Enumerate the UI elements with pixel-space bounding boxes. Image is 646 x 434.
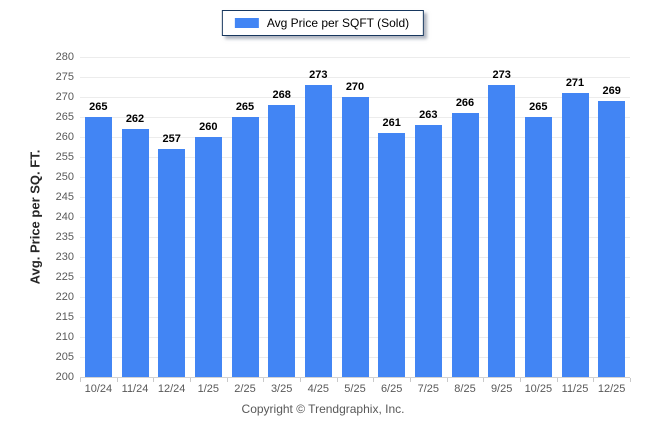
bar: [231, 117, 259, 377]
y-tick-label: 220: [55, 291, 74, 303]
y-tick-label: 210: [55, 331, 74, 343]
bar: [341, 97, 369, 377]
bar: [304, 85, 332, 377]
y-tick-label: 245: [55, 191, 74, 203]
bar: [378, 133, 406, 377]
x-tick-label: 7/25: [417, 383, 440, 395]
x-tick-label: 3/25: [270, 383, 293, 395]
x-tick-label: 1/25: [197, 383, 220, 395]
y-tick-label: 260: [55, 131, 74, 143]
bar: [194, 137, 222, 377]
y-tick-label: 225: [55, 271, 74, 283]
x-tick-label: 10/25: [524, 383, 553, 395]
y-tick-label: 250: [55, 171, 74, 183]
bar: [524, 117, 552, 377]
copyright-text: Copyright © Trendgraphix, Inc.: [241, 402, 405, 416]
axis-tick: [116, 378, 118, 382]
bar-value-label: 262: [125, 113, 145, 125]
x-tick-label: 11/24: [121, 383, 149, 395]
y-tick-label: 205: [55, 351, 74, 363]
bar-value-label: 265: [89, 101, 108, 113]
bar-value-label: 260: [199, 121, 218, 133]
axis-tick: [153, 378, 155, 382]
axis-tick: [190, 378, 191, 382]
bar-value-label: 269: [602, 85, 621, 97]
chart-legend: Avg Price per SQFT (Sold): [221, 10, 425, 36]
x-tick-label: 6/25: [380, 383, 403, 395]
bar: [84, 117, 112, 377]
bar-value-label: 261: [382, 117, 401, 129]
bar-value-label: 268: [272, 89, 291, 101]
bar-value-label: 273: [309, 69, 328, 81]
axis-tick: [520, 378, 521, 382]
bar-value-label: 265: [529, 101, 548, 113]
bar: [488, 85, 516, 377]
y-tick-label: 230: [55, 251, 74, 263]
bar-value-label: 263: [419, 109, 438, 121]
axis-tick: [373, 378, 375, 382]
bar-value-label: 273: [492, 69, 511, 81]
bar: [598, 101, 626, 377]
legend-swatch: [234, 18, 259, 28]
x-tick-label: 12/24: [157, 383, 186, 395]
y-tick-label: 270: [55, 91, 74, 103]
y-tick-label: 215: [55, 311, 74, 323]
axis-tick: [80, 378, 81, 382]
y-tick-label: 265: [55, 111, 74, 123]
gridline: [80, 57, 630, 58]
bar: [158, 149, 186, 377]
x-tick-label: 12/25: [597, 383, 626, 395]
legend-label: Avg Price per SQFT (Sold): [266, 16, 410, 30]
axis-tick: [446, 378, 448, 382]
x-tick-label: 8/25: [454, 383, 476, 395]
bar-value-label: 270: [345, 81, 365, 93]
axis-tick: [483, 378, 485, 382]
x-tick-label: 2/25: [234, 383, 256, 395]
axis-tick: [336, 378, 338, 382]
x-tick-label: 4/25: [307, 383, 330, 395]
x-tick-label: 9/25: [490, 383, 513, 395]
x-tick-label: 5/25: [344, 383, 366, 395]
bar-value-label: 271: [565, 77, 585, 89]
y-tick-label: 275: [55, 71, 74, 83]
y-tick-label: 280: [55, 51, 74, 63]
axis-tick: [263, 378, 265, 382]
gridline: [80, 77, 630, 78]
y-tick-label: 255: [55, 151, 74, 163]
x-tick-label: 11/25: [561, 383, 589, 395]
bar: [121, 129, 149, 377]
axis-tick: [410, 378, 411, 382]
axis-tick: [593, 378, 595, 382]
bar: [414, 125, 442, 377]
axis-tick: [630, 378, 631, 382]
bar-value-label: 265: [235, 101, 255, 113]
bar: [451, 113, 479, 377]
axis-tick: [226, 378, 228, 382]
x-tick-label: 10/24: [84, 383, 113, 395]
bar-value-label: 257: [162, 133, 181, 145]
plot-area: 200 205 210 215 220 225 230 235 240 245 250 255 260 2…: [56, 51, 631, 395]
y-tick-label: 235: [55, 231, 74, 243]
bar: [561, 93, 589, 377]
y-tick-label: 200: [55, 371, 74, 383]
bar-value-label: 266: [455, 97, 475, 109]
bar: [268, 105, 296, 377]
y-tick-label: 240: [55, 211, 74, 223]
axis-tick: [300, 378, 301, 382]
axis-tick: [556, 378, 558, 382]
